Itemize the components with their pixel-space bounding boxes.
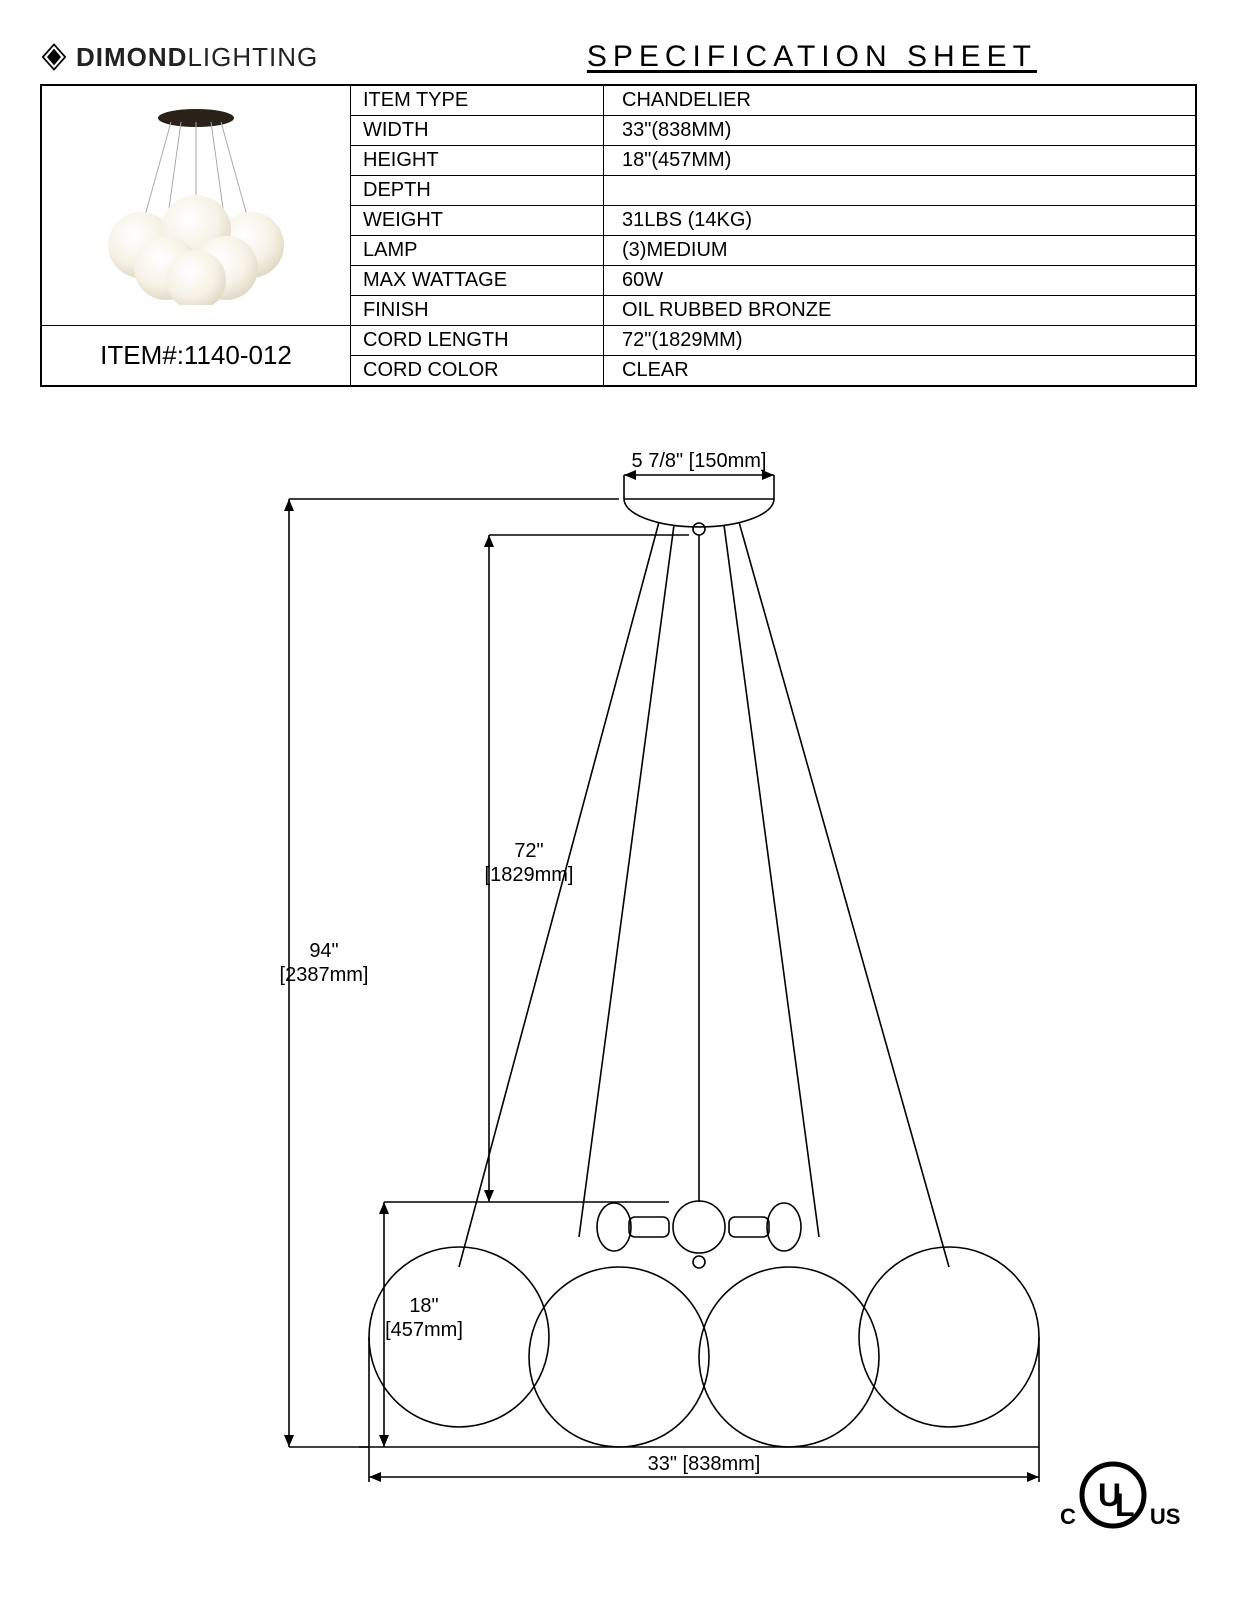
spec-value: CLEAR (604, 356, 1197, 387)
spec-value: 31LBS (14KG) (604, 206, 1197, 236)
brand-bold: DIMOND (76, 42, 187, 72)
ul-icon: U L (1078, 1460, 1148, 1530)
brand: DIMONDLIGHTING (40, 42, 318, 73)
dim-total-2: [2387mm] (279, 964, 368, 986)
dim-body-1: 18" (409, 1295, 438, 1317)
dimension-diagram: 5 7/8" [150mm] (159, 437, 1079, 1497)
dim-cord-2: [1829mm] (484, 864, 573, 886)
spec-value: OIL RUBBED BRONZE (604, 296, 1197, 326)
spec-label: HEIGHT (351, 146, 604, 176)
cert-us: US (1150, 1504, 1181, 1530)
spec-value: 33"(838MM) (604, 116, 1197, 146)
cert-c: C (1060, 1504, 1076, 1530)
spec-label: CORD COLOR (351, 356, 604, 387)
item-number: ITEM#:1140-012 (41, 326, 351, 387)
sheet-title: SPECIFICATION SHEET (587, 40, 1037, 74)
dim-cord-1: 72" (514, 840, 543, 862)
dim-canopy: 5 7/8" [150mm] (631, 450, 766, 472)
spec-value: 60W (604, 266, 1197, 296)
spec-label: WEIGHT (351, 206, 604, 236)
spec-table: ITEM TYPE CHANDELIER WIDTH33"(838MM) HEI… (40, 84, 1197, 387)
spec-value: CHANDELIER (604, 85, 1197, 116)
spec-label: ITEM TYPE (351, 85, 604, 116)
spec-value: 18"(457MM) (604, 146, 1197, 176)
svg-text:L: L (1115, 1487, 1135, 1523)
dim-width: 33" [838mm] (647, 1453, 760, 1475)
spec-label: WIDTH (351, 116, 604, 146)
brand-text: DIMONDLIGHTING (76, 42, 318, 73)
spec-value: 72"(1829MM) (604, 326, 1197, 356)
spec-value (604, 176, 1197, 206)
dim-total-1: 94" (309, 940, 338, 962)
ul-cert: C U L US (1060, 1460, 1180, 1530)
brand-light: LIGHTING (187, 42, 318, 72)
spec-label: DEPTH (351, 176, 604, 206)
product-image-cell (41, 85, 351, 326)
product-thumb (66, 100, 326, 305)
diamond-icon (40, 43, 68, 71)
spec-label: CORD LENGTH (351, 326, 604, 356)
diagram-area: 5 7/8" [150mm] (40, 437, 1197, 1497)
dim-body-2: [457mm] (385, 1319, 463, 1341)
spec-label: LAMP (351, 236, 604, 266)
spec-label: FINISH (351, 296, 604, 326)
header: DIMONDLIGHTING SPECIFICATION SHEET (40, 40, 1197, 74)
spec-value: (3)MEDIUM (604, 236, 1197, 266)
spec-label: MAX WATTAGE (351, 266, 604, 296)
